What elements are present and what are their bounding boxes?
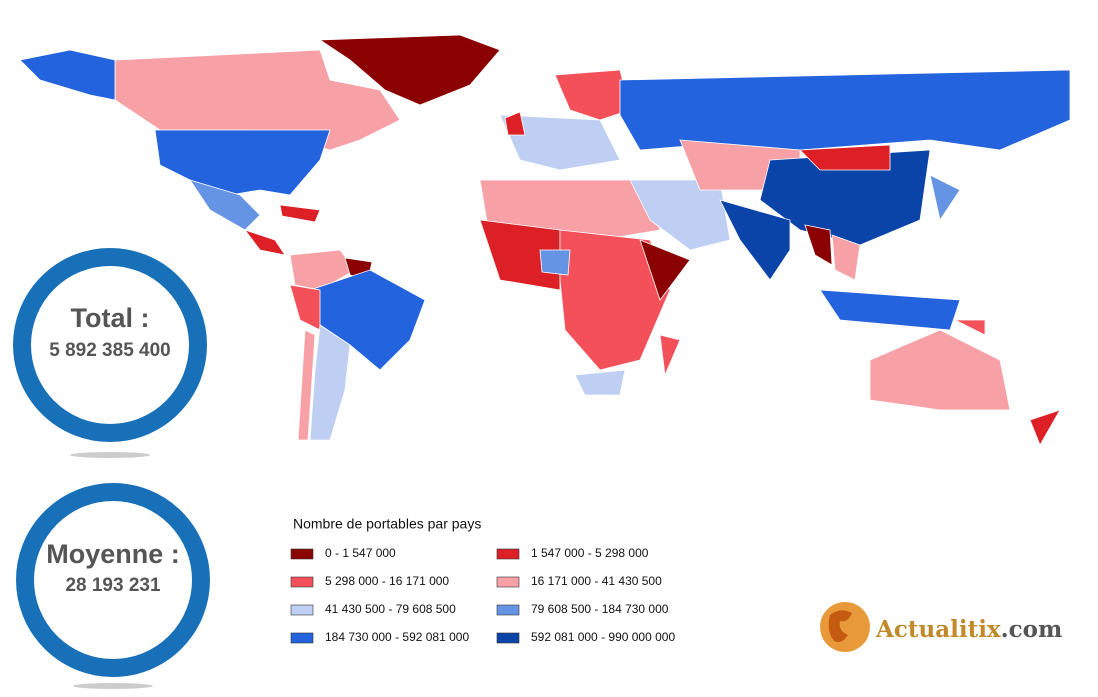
nigeria	[539, 249, 571, 276]
indonesia	[819, 289, 961, 331]
argentina	[309, 324, 351, 441]
australia	[869, 329, 1011, 411]
legend-swatch	[290, 604, 314, 616]
mongolia	[799, 144, 891, 171]
colombia-venezuela	[289, 249, 356, 291]
myanmar	[804, 224, 833, 266]
logo-globe	[820, 602, 870, 652]
total-ring	[13, 248, 207, 442]
greenland	[318, 34, 501, 106]
japan	[929, 174, 961, 222]
legend-swatch	[496, 632, 520, 644]
chile	[297, 329, 316, 441]
logo-name: Actualitix	[875, 616, 1001, 643]
legend-label: 1 547 000 - 5 298 000	[531, 546, 649, 560]
logo-continent	[828, 610, 852, 643]
legend-swatch	[290, 632, 314, 644]
usa	[154, 129, 331, 196]
south-africa	[574, 369, 626, 396]
madagascar	[659, 334, 681, 377]
average-label: Moyenne :	[46, 539, 180, 569]
legend-swatch	[496, 604, 520, 616]
legend-label: 0 - 1 547 000	[325, 546, 396, 560]
west-africa	[479, 219, 561, 291]
total-label: Total :	[71, 303, 150, 333]
scandinavia	[554, 69, 631, 121]
logo: Actualitix.com	[820, 602, 1062, 652]
average-ring	[16, 483, 210, 677]
india	[719, 199, 791, 281]
papua-new-guinea	[954, 319, 986, 336]
legend-swatch	[496, 576, 520, 588]
legend-swatch	[290, 548, 314, 560]
total-value: 5 892 385 400	[49, 340, 171, 361]
legend-title: Nombre de portables par pays	[293, 516, 481, 532]
indochina	[831, 234, 861, 281]
legend: 0 - 1 547 000 1 547 000 - 5 298 000 5 298 …	[290, 546, 675, 644]
legend-label: 16 171 000 - 41 430 500	[531, 574, 662, 588]
caribbean	[279, 204, 321, 223]
russia	[619, 69, 1071, 151]
ring-shadow	[70, 452, 150, 458]
average-value: 28 193 231	[65, 575, 161, 596]
horn-of-africa	[639, 239, 691, 301]
logo-text: Actualitix.com	[875, 616, 1062, 643]
western-europe	[499, 114, 621, 171]
legend-label: 79 608 500 - 184 730 000	[531, 602, 669, 616]
uk	[504, 111, 526, 136]
mexico	[189, 179, 261, 231]
legend-swatch	[496, 548, 520, 560]
legend-label: 5 298 000 - 16 171 000	[325, 574, 449, 588]
world-map	[19, 34, 1071, 446]
legend-label: 592 081 000 - 990 000 000	[531, 630, 675, 644]
new-zealand	[1029, 409, 1061, 446]
logo-suffix: .com	[1001, 616, 1063, 643]
legend-label: 184 730 000 - 592 081 000	[325, 630, 469, 644]
ring-shadow	[73, 683, 153, 689]
alaska	[19, 49, 116, 101]
peru	[289, 284, 321, 331]
legend-swatch	[290, 576, 314, 588]
central-america	[243, 229, 286, 256]
canada	[114, 49, 401, 151]
legend-label: 41 430 500 - 79 608 500	[325, 602, 456, 616]
